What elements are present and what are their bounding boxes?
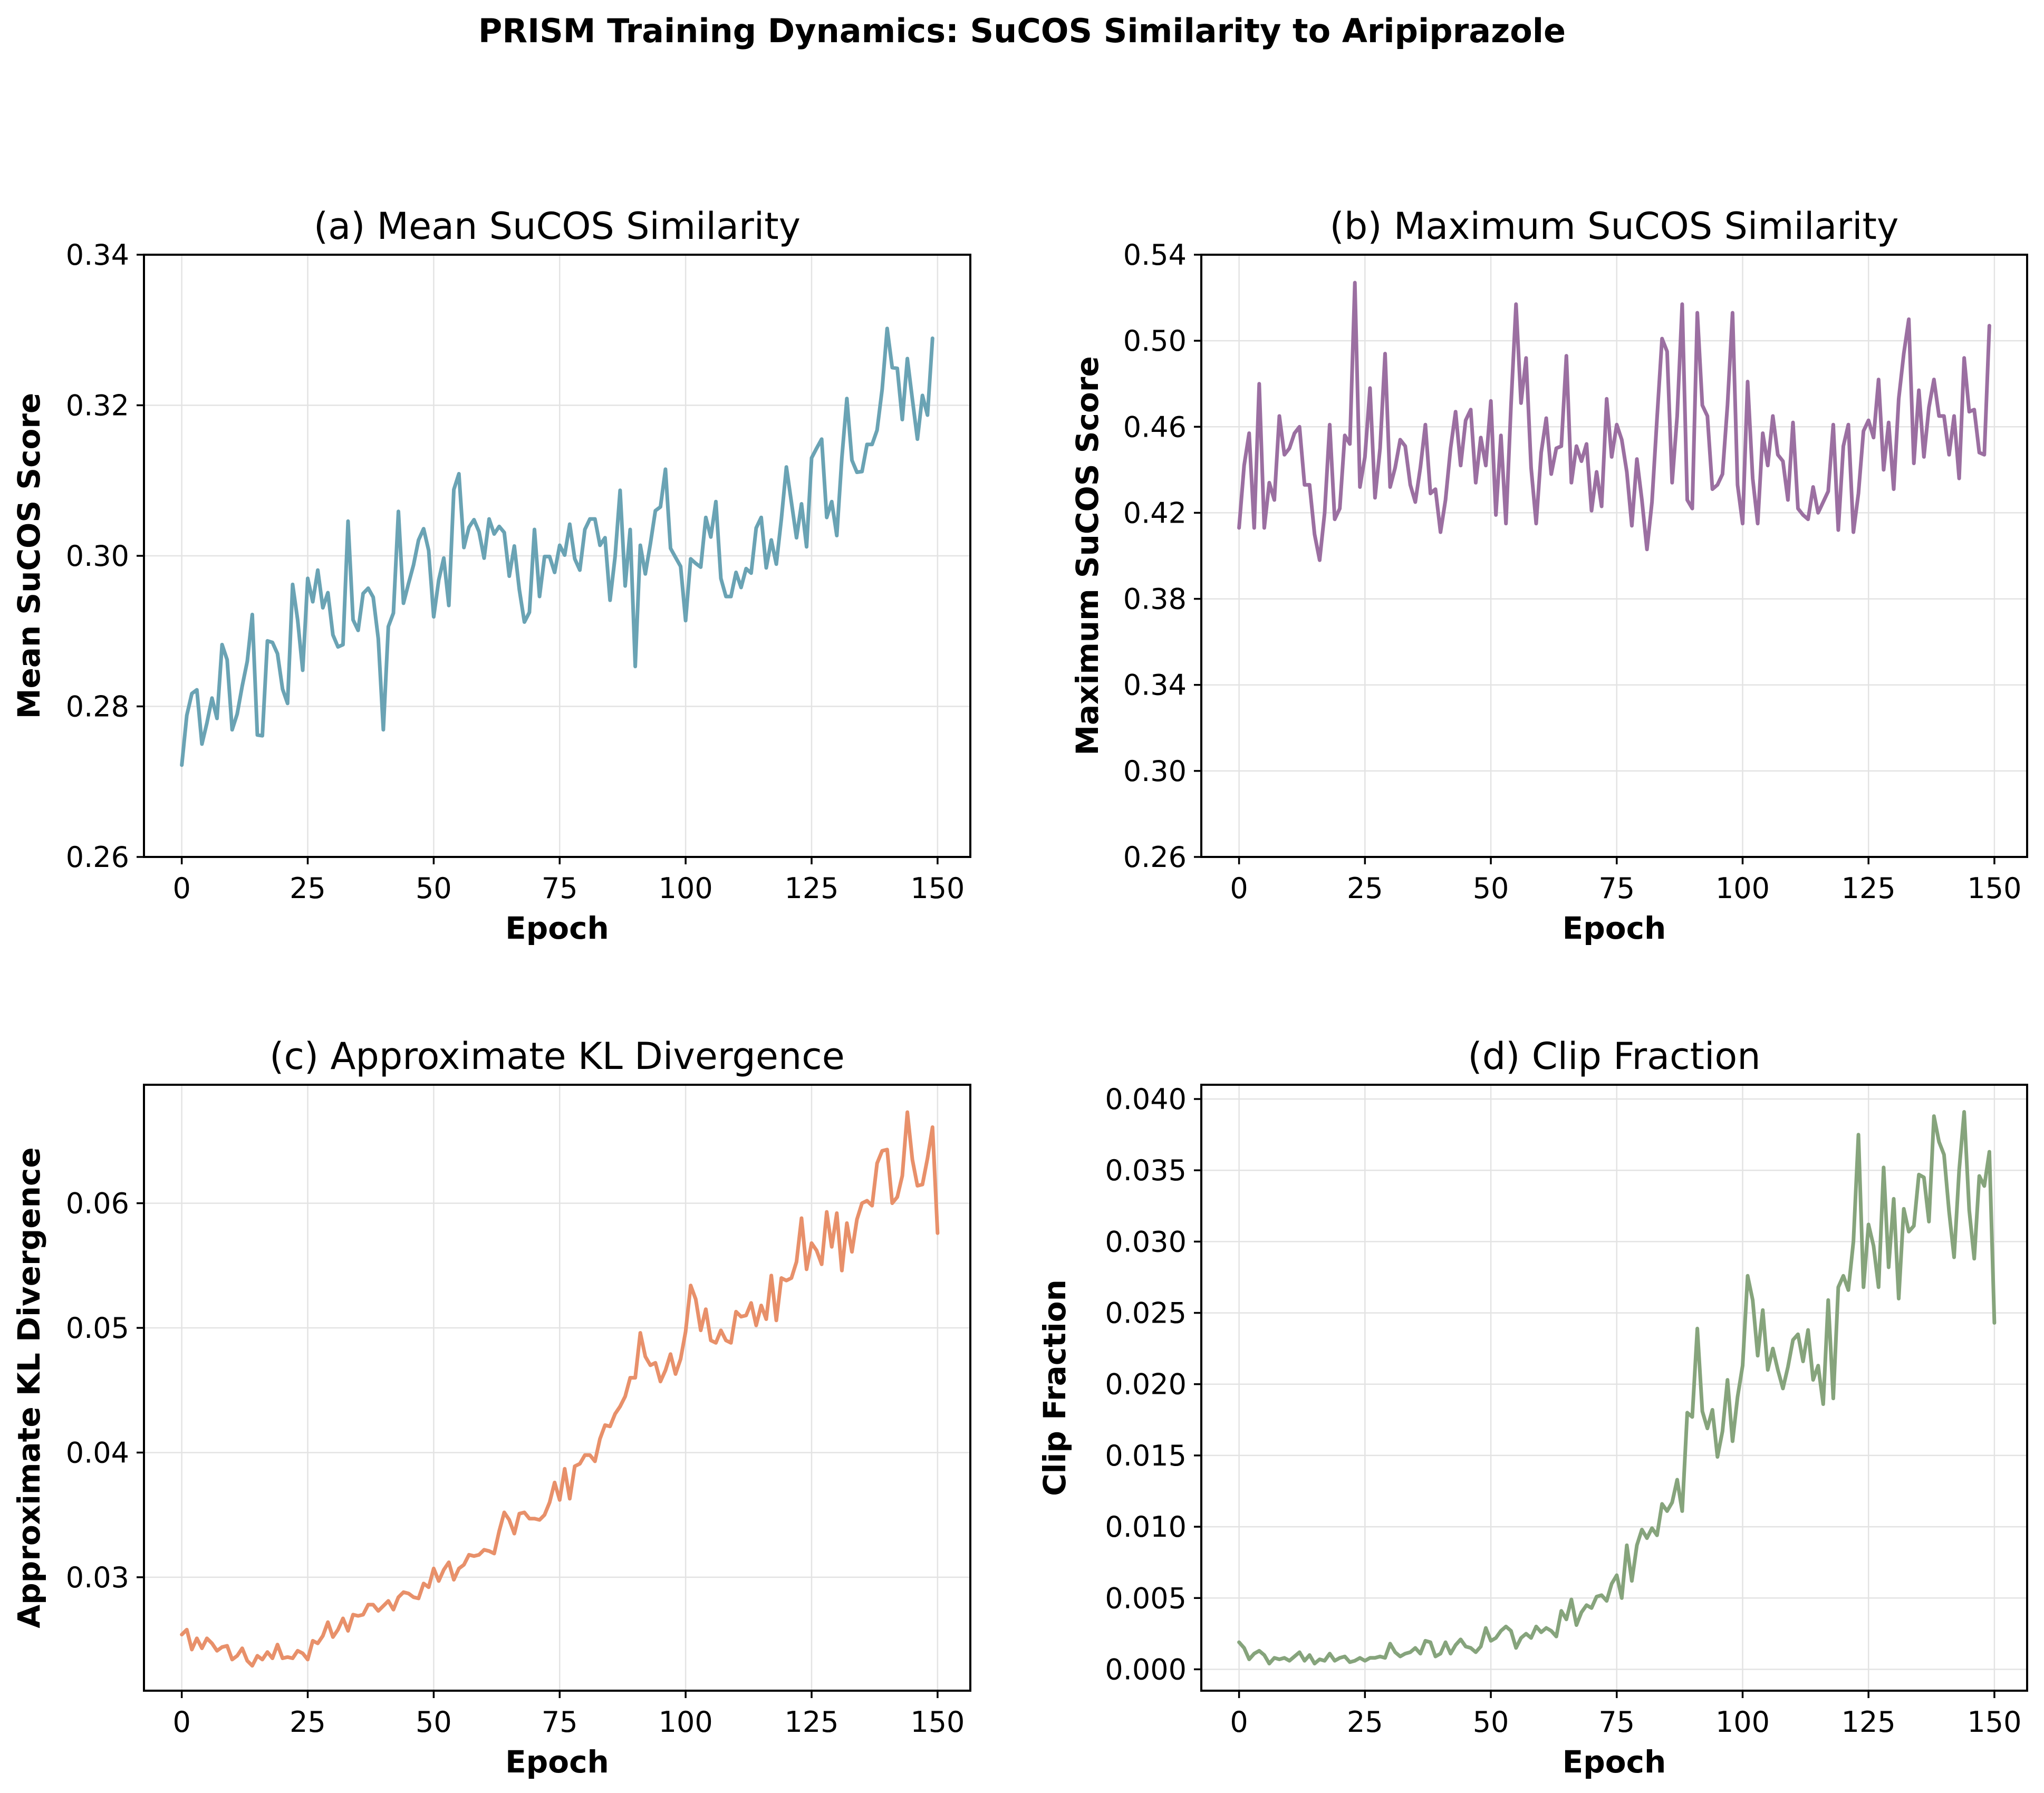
x-tick-label: 50 — [416, 1705, 452, 1739]
plot-frame — [1200, 1084, 2028, 1692]
panel-mean-sucos: 0 25 50 75 100 125 150 0.26 0.28 0.30 0.32 0.34 (a) … — [11, 205, 971, 946]
y-axis-label: Maximum SuCOS Score — [1069, 356, 1105, 755]
panel-clip-fraction: 0 25 50 75 100 125 150 0.000 0.005 0.010 0.015 0.02… — [1037, 1035, 2028, 1780]
x-axis-label: Epoch — [1563, 1744, 1666, 1780]
y-tick-label: 0.005 — [1105, 1582, 1187, 1615]
y-tick-label: 0.015 — [1105, 1439, 1187, 1472]
x-tick-label: 0 — [1230, 872, 1248, 905]
panel-title: (a) Mean SuCOS Similarity — [314, 205, 801, 248]
y-tick-label: 0.34 — [1123, 669, 1187, 702]
x-tick-label: 0 — [1230, 1705, 1248, 1739]
x-axis-label: Epoch — [505, 1744, 609, 1780]
y-tick-label: 0.06 — [66, 1187, 129, 1220]
y-tick-label: 0.05 — [66, 1312, 129, 1345]
x-tick-label: 25 — [1347, 1705, 1383, 1739]
y-tick-label: 0.030 — [1105, 1225, 1187, 1258]
x-axis-label: Epoch — [505, 910, 609, 946]
panel-title: (b) Maximum SuCOS Similarity — [1330, 205, 1899, 248]
y-tick-label: 0.035 — [1105, 1154, 1187, 1187]
x-tick-label: 75 — [1598, 872, 1635, 905]
y-tick-label: 0.010 — [1105, 1510, 1187, 1544]
panel-title: (d) Clip Fraction — [1468, 1035, 1760, 1078]
plot-frame — [1200, 254, 2028, 858]
y-tick-label: 0.26 — [1123, 841, 1187, 874]
plot-frame — [143, 1084, 971, 1692]
y-tick-label: 0.46 — [1123, 410, 1187, 444]
y-tick-label: 0.28 — [66, 690, 129, 724]
panel-max-sucos: 0 25 50 75 100 125 150 0.26 0.30 0.34 0.38 0.42 0.46… — [1069, 205, 2028, 946]
y-axis-label: Mean SuCOS Score — [11, 393, 47, 719]
x-tick-label: 25 — [1347, 872, 1383, 905]
y-tick-label: 0.30 — [1123, 755, 1187, 788]
x-tick-label: 75 — [1598, 1705, 1635, 1739]
x-tick-label: 75 — [542, 1705, 578, 1739]
x-axis-label: Epoch — [1563, 910, 1666, 946]
x-tick-label: 25 — [290, 1705, 326, 1739]
y-tick-label: 0.26 — [66, 841, 129, 874]
x-tick-label: 125 — [784, 1705, 838, 1739]
x-tick-label: 0 — [172, 1705, 190, 1739]
kl-divergence-line — [180, 1110, 940, 1668]
y-tick-label: 0.040 — [1105, 1083, 1187, 1116]
x-tick-label: 125 — [1841, 872, 1896, 905]
x-tick-label: 75 — [542, 872, 578, 905]
x-tick-label: 100 — [1715, 1705, 1770, 1739]
y-tick-label: 0.50 — [1123, 324, 1187, 358]
x-tick-label: 100 — [659, 872, 713, 905]
y-tick-label: 0.025 — [1105, 1297, 1187, 1330]
x-tick-label: 50 — [1473, 872, 1509, 905]
y-tick-label: 0.04 — [66, 1436, 129, 1469]
y-tick-label: 0.54 — [1123, 238, 1187, 272]
y-tick-label: 0.34 — [66, 238, 129, 272]
y-tick-label: 0.020 — [1105, 1368, 1187, 1401]
x-tick-label: 50 — [416, 872, 452, 905]
panel-kl-divergence: 0 25 50 75 100 125 150 0.03 0.04 0.05 0.06 (c) Appr… — [11, 1035, 971, 1780]
y-tick-label: 0.03 — [66, 1561, 129, 1594]
y-tick-label: 0.000 — [1105, 1653, 1187, 1686]
x-tick-label: 150 — [910, 1705, 965, 1739]
x-tick-label: 125 — [1841, 1705, 1896, 1739]
mean-sucos-line — [180, 326, 934, 767]
y-tick-label: 0.38 — [1123, 583, 1187, 616]
x-tick-label: 50 — [1473, 1705, 1509, 1739]
x-tick-label: 125 — [784, 872, 838, 905]
x-tick-label: 150 — [1967, 1705, 2021, 1739]
x-tick-label: 100 — [1715, 872, 1770, 905]
figure-title: PRISM Training Dynamics: SuCOS Similarit… — [478, 12, 1566, 50]
y-axis-label: Clip Fraction — [1037, 1279, 1073, 1496]
clip-fraction-line — [1237, 1110, 1997, 1666]
y-tick-label: 0.32 — [66, 389, 129, 422]
y-tick-label: 0.30 — [66, 539, 129, 573]
x-tick-label: 150 — [1967, 872, 2021, 905]
x-tick-label: 100 — [659, 1705, 713, 1739]
panel-title: (c) Approximate KL Divergence — [269, 1035, 845, 1078]
max-sucos-line — [1237, 281, 1991, 562]
y-tick-label: 0.42 — [1123, 496, 1187, 529]
x-tick-label: 25 — [290, 872, 326, 905]
x-tick-label: 0 — [172, 872, 190, 905]
x-tick-label: 150 — [910, 872, 965, 905]
y-axis-label: Approximate KL Divergence — [11, 1147, 47, 1628]
